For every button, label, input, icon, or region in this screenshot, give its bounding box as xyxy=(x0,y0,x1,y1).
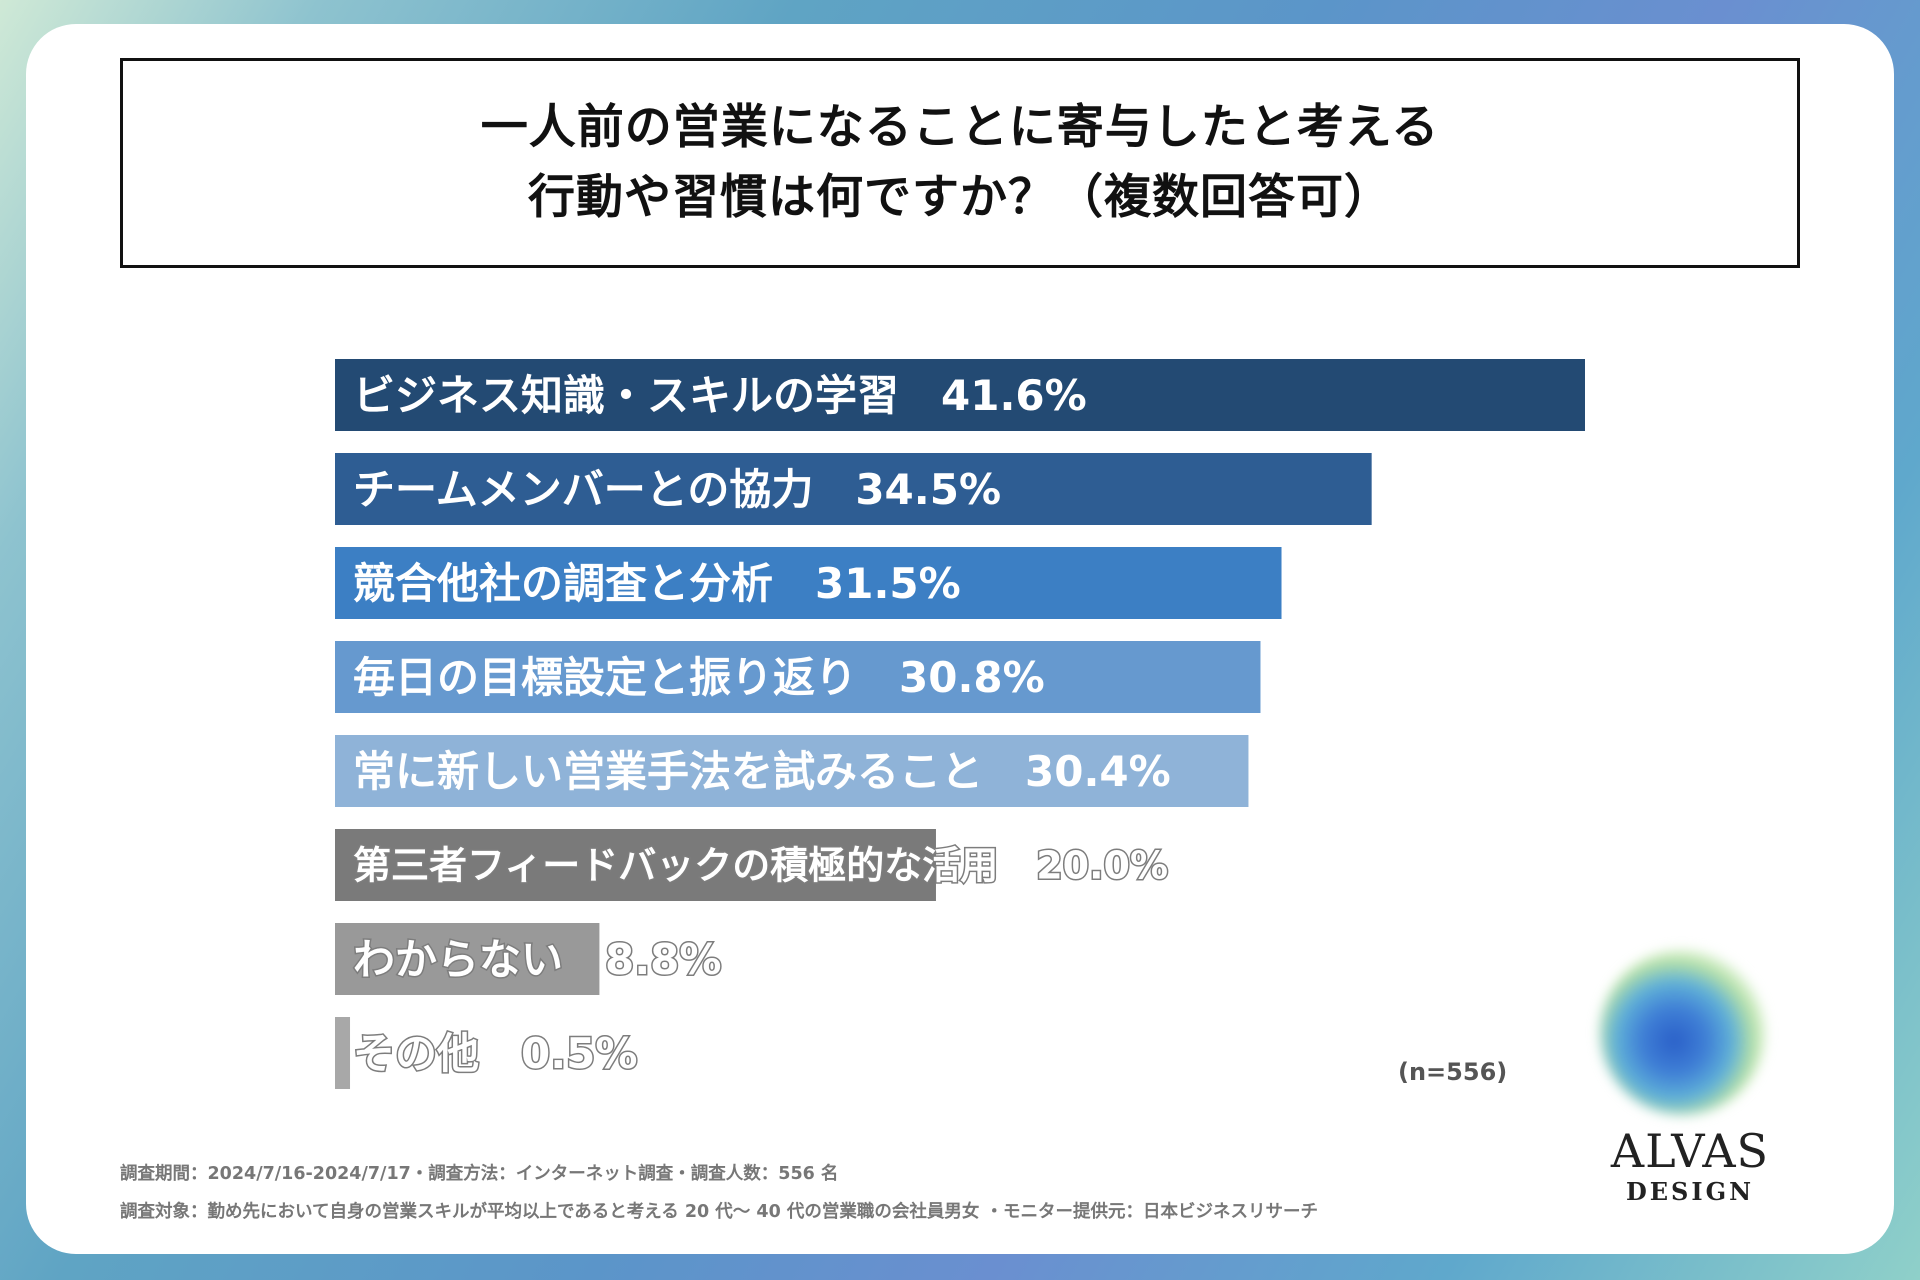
bar-label-8: その他 0.5% xyxy=(353,1029,638,1078)
logo-sub: DESIGN xyxy=(1625,1177,1755,1206)
bar-8 xyxy=(335,1017,351,1089)
bar-7 xyxy=(335,923,600,995)
bar-4 xyxy=(335,641,1261,713)
bar-3 xyxy=(335,547,1282,619)
sample-size-label: (n=556) xyxy=(1398,1058,1508,1086)
bar-label-4: 毎日の目標設定と振り返り 30.8% xyxy=(353,653,1045,702)
bar-label-2: チームメンバーとの協力 34.5% xyxy=(353,465,1001,514)
bar-label-3: 競合他社の調査と分析 31.5% xyxy=(353,559,961,608)
footnote-survey-target: 調査対象：勤め先において自身の営業スキルが平均以上であると考える 20 代～ 4… xyxy=(120,1202,1318,1222)
brand-logo: ALVAS DESIGN xyxy=(1590,1128,1790,1204)
bar-1 xyxy=(335,359,1585,431)
footnote-survey-period: 調査期間：2024/7/16-2024/7/17・調査方法：インターネット調査・… xyxy=(120,1164,839,1184)
bar-label-1: ビジネス知識・スキルの学習 41.6% xyxy=(353,371,1087,420)
bar-label-5: 常に新しい営業手法を試みること 30.4% xyxy=(353,747,1171,796)
bar-label-7: わからない 8.8% xyxy=(353,935,722,984)
bar-5 xyxy=(335,735,1249,807)
bar-2 xyxy=(335,453,1372,525)
logo-name: ALVAS xyxy=(1610,1124,1770,1178)
title-box: 一人前の営業になることに寄与したと考える 行動や習慣は何ですか？（複数回答可） xyxy=(120,58,1800,268)
logo-orb-icon xyxy=(1600,950,1765,1115)
title-line-1: 一人前の営業になることに寄与したと考える xyxy=(480,100,1440,155)
title-line-2: 行動や習慣は何ですか？（複数回答可） xyxy=(528,170,1392,225)
bar-6 xyxy=(335,829,936,901)
bar-label-6: 第三者フィードバックの積極的な活用 20.0% xyxy=(353,844,1168,888)
